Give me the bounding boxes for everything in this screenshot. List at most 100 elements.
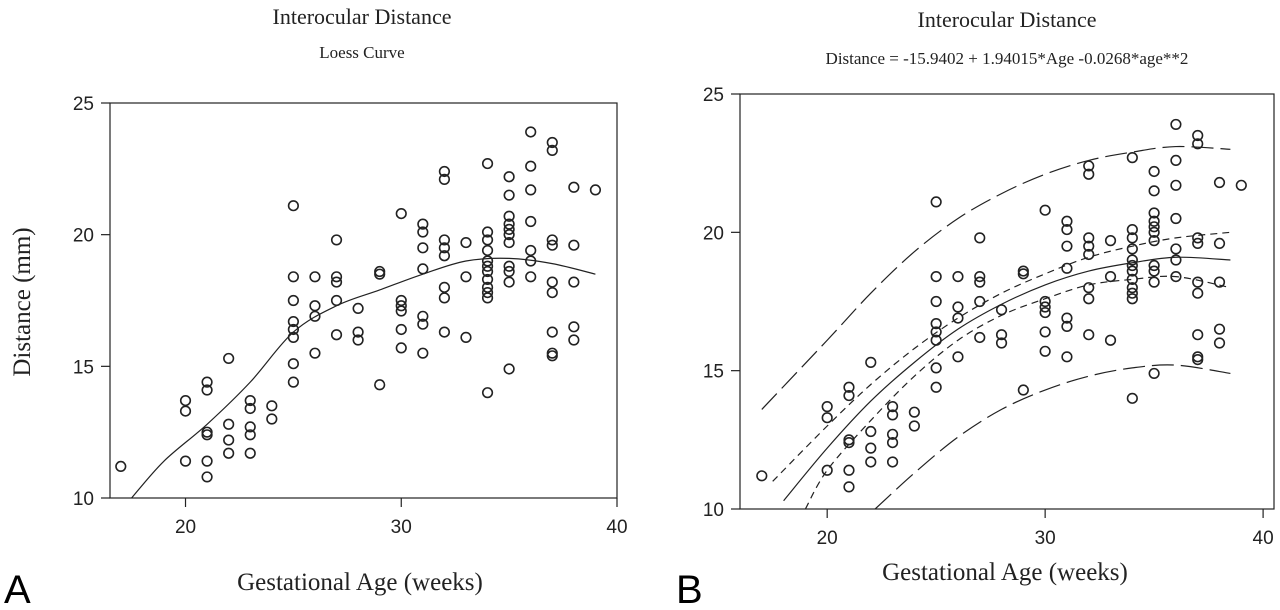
chart-a-point (374, 379, 386, 391)
chart-a-point (395, 300, 407, 312)
chart-a-point (546, 144, 558, 156)
chart-b-point (1192, 287, 1204, 299)
chart-b-point (1126, 232, 1138, 244)
chart-b-point (1061, 215, 1073, 227)
chart-b-point (1061, 262, 1073, 274)
chart-b-point (1192, 237, 1204, 249)
chart-a-point (287, 376, 299, 388)
chart-a-point (330, 329, 343, 341)
chart-b-point (886, 409, 899, 421)
chart-b-point (865, 456, 877, 468)
chart-b-point (930, 362, 942, 374)
chart-b-point (1039, 295, 1051, 308)
chart-a-xlabel: Gestational Age (weeks) (237, 569, 483, 596)
chart-a-point (309, 310, 321, 322)
chart-a-point (525, 271, 537, 283)
chart-b-point (865, 442, 877, 454)
chart-a-point (503, 189, 515, 201)
chart-b-point (1126, 243, 1138, 255)
chart-b-point (1126, 254, 1138, 266)
chart-a-point (481, 157, 494, 170)
chart-b-point (995, 329, 1008, 341)
chart-b-point (1148, 226, 1160, 238)
chart-b-point (995, 304, 1008, 316)
chart-a-point (223, 418, 235, 430)
chart-a-point (503, 260, 515, 272)
chart-a-point (546, 239, 558, 251)
chart-a-ytick-label: 15 (73, 357, 94, 378)
chart-a-point (244, 402, 256, 415)
chart-a-point (266, 400, 278, 412)
chart-b-point (1061, 312, 1073, 324)
chart-a-point (503, 210, 515, 222)
panel-label-a: A (4, 568, 31, 610)
chart-a-point (417, 218, 429, 230)
chart-b-point (821, 401, 833, 413)
chart-a-point (438, 281, 451, 293)
chart-b-point (930, 326, 942, 338)
chart-b-point (930, 295, 942, 308)
chart-b-point (1148, 265, 1160, 277)
chart-a-point (244, 394, 256, 407)
chart-b-point (1083, 282, 1095, 294)
chart-a-point (481, 226, 494, 238)
chart-a-point (503, 218, 515, 230)
chart-b-point (1213, 276, 1226, 288)
chart-a-point (244, 447, 256, 459)
chart-a-point (309, 347, 321, 359)
chart-b-point (1148, 215, 1160, 227)
chart-a-point (525, 126, 537, 138)
chart-a-curve-solid (131, 257, 596, 498)
chart-b-plot-area: 10 15 20 25 20 30 40 (703, 85, 1275, 549)
chart-b-point (1213, 337, 1226, 349)
chart-b-point (1213, 323, 1226, 335)
chart-a-point (481, 265, 494, 278)
chart-b-point (1170, 179, 1182, 191)
chart-b-point (843, 437, 855, 449)
chart-b-point (1192, 129, 1204, 142)
chart-b-point (886, 456, 899, 468)
chart-a-point (525, 184, 537, 196)
chart-a-point (417, 242, 429, 254)
chart-a-point (330, 271, 343, 283)
chart-a-point (525, 160, 537, 172)
chart-b-point (1083, 232, 1095, 244)
chart-a-point (179, 394, 192, 407)
chart-a-point (568, 276, 580, 288)
chart-b-point (886, 428, 899, 440)
chart-a-point (525, 215, 537, 228)
chart-b-point (1148, 165, 1160, 178)
chart-a-point (525, 255, 537, 267)
chart-b-point (1148, 276, 1160, 288)
chart-b-point (1235, 179, 1247, 191)
chart-a-point (223, 352, 235, 365)
chart-a-point (352, 334, 364, 346)
chart-b-svg: Interocular Distance Distance = -15.9402… (676, 7, 1275, 610)
chart-b-curve-short-dash (804, 275, 1231, 509)
chart-a-point (330, 234, 343, 246)
chart-b-point (930, 196, 942, 208)
chart-a-point (460, 236, 472, 249)
chart-b-point (974, 276, 986, 288)
chart-a-point (417, 263, 429, 275)
chart-b-marks (756, 118, 1247, 509)
chart-a-point (417, 310, 429, 322)
chart-b-xtick-label: 20 (817, 528, 838, 549)
chart-a-point (438, 242, 451, 254)
chart-b-point (1126, 287, 1138, 299)
chart-a-point (352, 326, 364, 338)
chart-a-point (374, 268, 386, 280)
chart-a-point (481, 244, 494, 257)
chart-b-point (865, 425, 877, 438)
chart-a-point (309, 271, 321, 283)
chart-a-point (438, 292, 451, 304)
chart-b-point (1061, 223, 1073, 236)
chart-a-point (568, 181, 580, 193)
chart-a-point (287, 331, 299, 343)
chart-a-point (309, 300, 321, 312)
chart-b-point (1017, 384, 1029, 396)
chart-b-point (1170, 254, 1182, 266)
chart-a-point (568, 239, 580, 251)
chart-b-point (1126, 152, 1138, 164)
chart-a-point (546, 136, 558, 149)
